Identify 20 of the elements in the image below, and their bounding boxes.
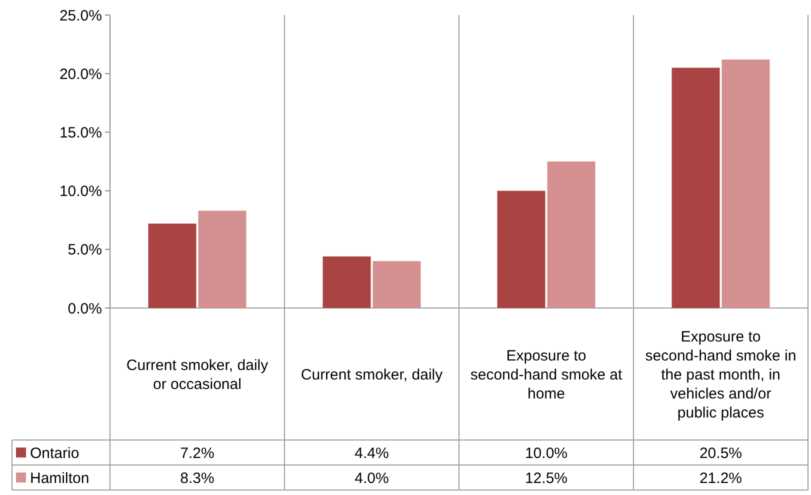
x-tick-label: Current smoker, daily	[300, 366, 444, 384]
y-tick-label: 5.0%	[68, 242, 102, 259]
y-tick-label: 0.0%	[68, 300, 102, 318]
y-tick-label: 15.0%	[59, 124, 102, 142]
x-tick-label: Current smoker, daily or occasional	[126, 356, 269, 393]
x-tick-label: Exposure to second-hand smoke in the past month, in vehicles and/or public places	[645, 328, 796, 422]
data-label: 4.4%	[354, 444, 389, 462]
data-label: 8.3%	[180, 470, 214, 487]
data-label: 21.2%	[699, 470, 742, 487]
data-label: 12.5%	[524, 470, 568, 487]
data-label: 20.5%	[699, 444, 742, 462]
legend-label: Ontario	[30, 444, 80, 462]
y-tick-label: 10.0%	[59, 183, 102, 200]
y-tick-label: 20.0%	[59, 66, 102, 83]
legend-label: Hamilton	[30, 470, 90, 487]
data-label: 4.0%	[354, 470, 389, 487]
y-tick-label: 25.0%	[59, 7, 102, 24]
x-tick-label: Exposure to second-hand smoke at home	[470, 347, 623, 402]
data-label: 10.0%	[524, 444, 568, 462]
data-label: 7.2%	[180, 444, 214, 462]
